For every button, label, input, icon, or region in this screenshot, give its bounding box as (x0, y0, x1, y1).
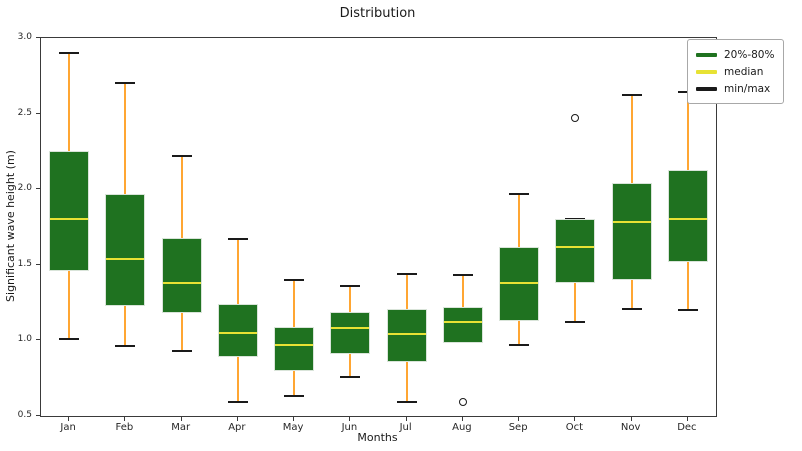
y-tick-mark (36, 263, 40, 265)
x-tick-label: Jul (399, 422, 412, 433)
x-tick-mark (68, 417, 70, 421)
min-max-cap (677, 309, 698, 312)
legend-item: median (696, 63, 774, 80)
legend: 20%-80% median min/max (687, 39, 785, 104)
min-max-cap (115, 82, 136, 85)
box-20-80 (274, 326, 315, 371)
min-max-cap (284, 278, 305, 281)
x-tick-mark (405, 417, 407, 421)
min-max-cap (396, 401, 417, 404)
box-20-80 (667, 169, 708, 262)
x-tick-mark (236, 417, 238, 421)
legend-swatch (696, 86, 717, 91)
y-tick-label: 1.0 (17, 334, 32, 345)
min-max-cap (227, 238, 248, 241)
min-max-cap (452, 274, 473, 277)
legend-label: median (724, 65, 764, 78)
legend-label: min/max (724, 82, 771, 95)
y-tick-mark (36, 37, 40, 38)
y-tick-label: 2.5 (17, 107, 32, 118)
x-tick-label: Oct (565, 422, 584, 433)
x-tick-mark (124, 417, 126, 421)
median-line (612, 221, 651, 224)
plot-area (40, 37, 717, 417)
x-tick-mark (518, 417, 520, 421)
min-max-cap (171, 154, 192, 157)
x-tick-mark (349, 417, 351, 421)
x-tick-mark (461, 417, 463, 421)
box-20-80 (330, 311, 371, 354)
x-tick-label: Dec (677, 422, 697, 433)
box-20-80 (105, 193, 146, 306)
median-line (556, 245, 595, 248)
x-tick-label: Aug (452, 422, 472, 433)
min-max-cap (509, 192, 530, 195)
box-20-80 (555, 219, 596, 283)
outlier-point (458, 398, 467, 407)
box-20-80 (611, 183, 652, 280)
median-line (162, 281, 201, 284)
y-tick-label: 1.5 (17, 258, 32, 269)
chart-title: Distribution (339, 6, 416, 21)
legend-swatch (696, 52, 717, 57)
legend-label: 20%-80% (724, 48, 775, 61)
min-max-cap (171, 349, 192, 352)
x-tick-label: Jun (341, 422, 358, 433)
median-line (106, 257, 145, 260)
legend-swatch (696, 69, 717, 74)
x-tick-label: Apr (228, 422, 246, 433)
min-max-cap (340, 284, 361, 287)
median-line (443, 321, 482, 324)
min-max-cap (621, 307, 642, 310)
median-line (275, 343, 314, 346)
min-max-cap (621, 94, 642, 97)
median-line (668, 218, 707, 221)
min-max-cap (284, 395, 305, 398)
y-tick-label: 3.0 (17, 32, 32, 42)
x-tick-mark (293, 417, 295, 421)
x-tick-label: Nov (620, 422, 641, 433)
median-line (50, 218, 89, 221)
min-max-cap (509, 343, 530, 346)
legend-item: 20%-80% (696, 46, 774, 63)
x-axis-label: Months (357, 431, 398, 444)
y-tick-label: 2.0 (17, 183, 32, 194)
box-20-80 (161, 237, 202, 314)
x-tick-mark (180, 417, 182, 421)
box-20-80 (442, 307, 483, 344)
y-tick-mark (36, 339, 40, 341)
median-line (331, 327, 370, 330)
y-tick-label: 0.5 (17, 410, 32, 420)
legend-item: min/max (696, 80, 774, 97)
median-line (500, 281, 539, 284)
min-max-cap (59, 52, 80, 55)
median-line (387, 333, 426, 336)
x-tick-label: Feb (115, 422, 134, 433)
outlier-point (571, 114, 580, 123)
x-tick-mark (574, 417, 576, 421)
x-tick-label: Mar (171, 422, 191, 433)
median-line (218, 331, 257, 334)
min-max-cap (227, 401, 248, 404)
y-tick-mark (36, 188, 40, 190)
min-max-cap (565, 321, 586, 324)
y-tick-mark (36, 112, 40, 114)
min-max-cap (396, 272, 417, 275)
x-tick-label: May (282, 422, 304, 433)
box-20-80 (49, 151, 90, 271)
min-max-cap (115, 345, 136, 348)
min-max-cap (59, 337, 80, 340)
y-tick-mark (36, 415, 40, 416)
x-tick-mark (630, 417, 632, 421)
x-tick-label: Sep (508, 422, 528, 433)
x-tick-label: Jan (60, 422, 76, 433)
min-max-cap (340, 375, 361, 378)
x-tick-mark (686, 417, 688, 421)
box-20-80 (217, 304, 258, 358)
